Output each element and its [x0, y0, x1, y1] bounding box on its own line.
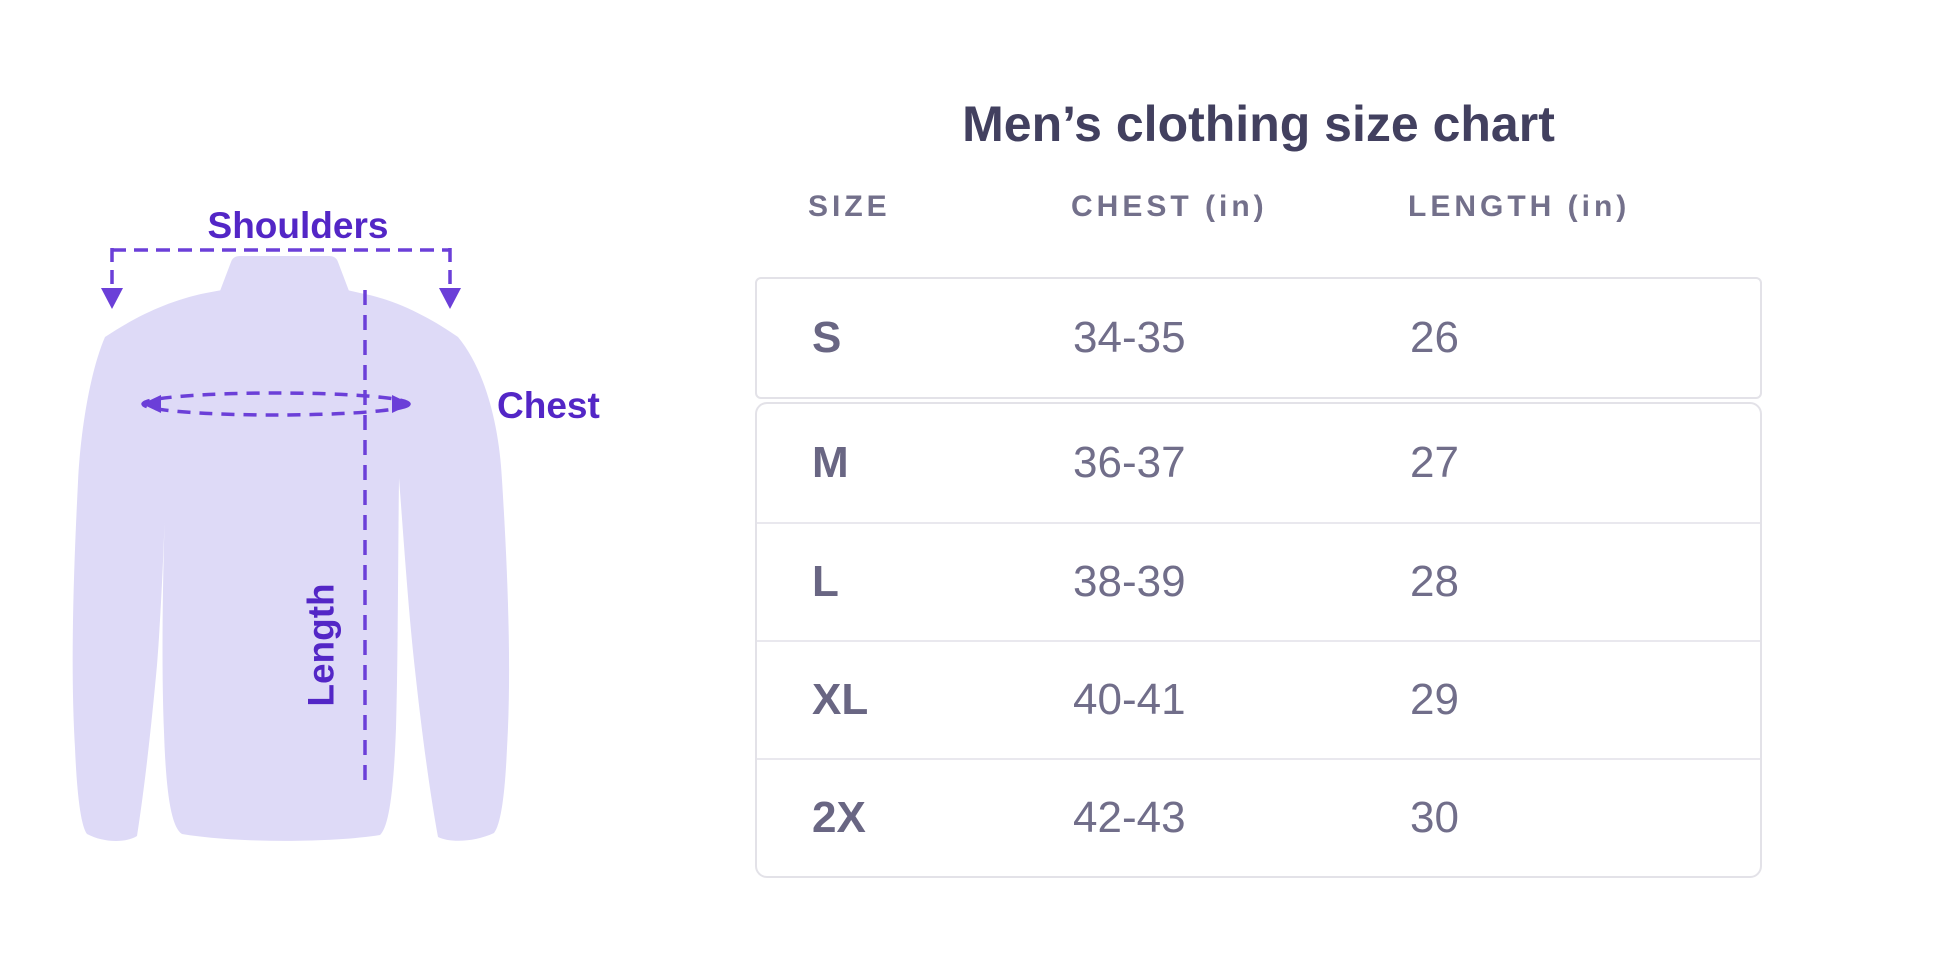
- chest-cell: 36-37: [1073, 438, 1186, 487]
- shirt-measurement-diagram: Shoulders Chest Length: [72, 205, 600, 842]
- table-card-s: S 34-35 26: [755, 277, 1762, 399]
- table-row: M 36-37 27: [757, 404, 1760, 522]
- shirt-collar: [220, 256, 349, 291]
- table-header-row: SIZE CHEST (in) LENGTH (in): [755, 190, 1762, 224]
- shirt-body: [72, 290, 510, 842]
- size-cell: L: [812, 557, 839, 606]
- table-row: 2X 42-43 30: [757, 758, 1760, 876]
- table-row: L 38-39 28: [757, 522, 1760, 640]
- table-card-rest: M 36-37 27 L 38-39 28 XL 40-41 29 2X 42-…: [755, 402, 1762, 878]
- size-cell: 2X: [812, 793, 866, 842]
- page-title: Men’s clothing size chart: [962, 96, 1555, 152]
- column-header-chest: CHEST (in): [1071, 190, 1268, 223]
- chest-cell: 40-41: [1073, 675, 1186, 724]
- arrow-down-icon: [101, 288, 123, 309]
- size-cell: S: [812, 313, 842, 362]
- chest-measure: [141, 391, 411, 417]
- shoulders-label: Shoulders: [208, 205, 389, 246]
- chest-label: Chest: [497, 385, 600, 426]
- length-cell: 29: [1410, 675, 1459, 724]
- arrow-right-icon: [392, 395, 411, 413]
- arrow-left-icon: [142, 395, 161, 413]
- size-cell: M: [812, 438, 849, 487]
- length-cell: 30: [1410, 793, 1459, 842]
- length-cell: 28: [1410, 557, 1459, 606]
- chest-cell: 42-43: [1073, 793, 1186, 842]
- length-cell: 27: [1410, 438, 1459, 487]
- chest-cell: 34-35: [1073, 313, 1186, 362]
- table-row: XL 40-41 29: [757, 640, 1760, 758]
- table-row: S 34-35 26: [757, 279, 1760, 397]
- arrow-down-icon: [439, 288, 461, 309]
- column-header-size: SIZE: [808, 190, 891, 223]
- chest-cell: 38-39: [1073, 557, 1186, 606]
- length-label: Length: [301, 583, 342, 706]
- length-cell: 26: [1410, 313, 1459, 362]
- shoulders-measure: [101, 248, 461, 309]
- size-cell: XL: [812, 675, 869, 724]
- column-header-length: LENGTH (in): [1408, 190, 1631, 223]
